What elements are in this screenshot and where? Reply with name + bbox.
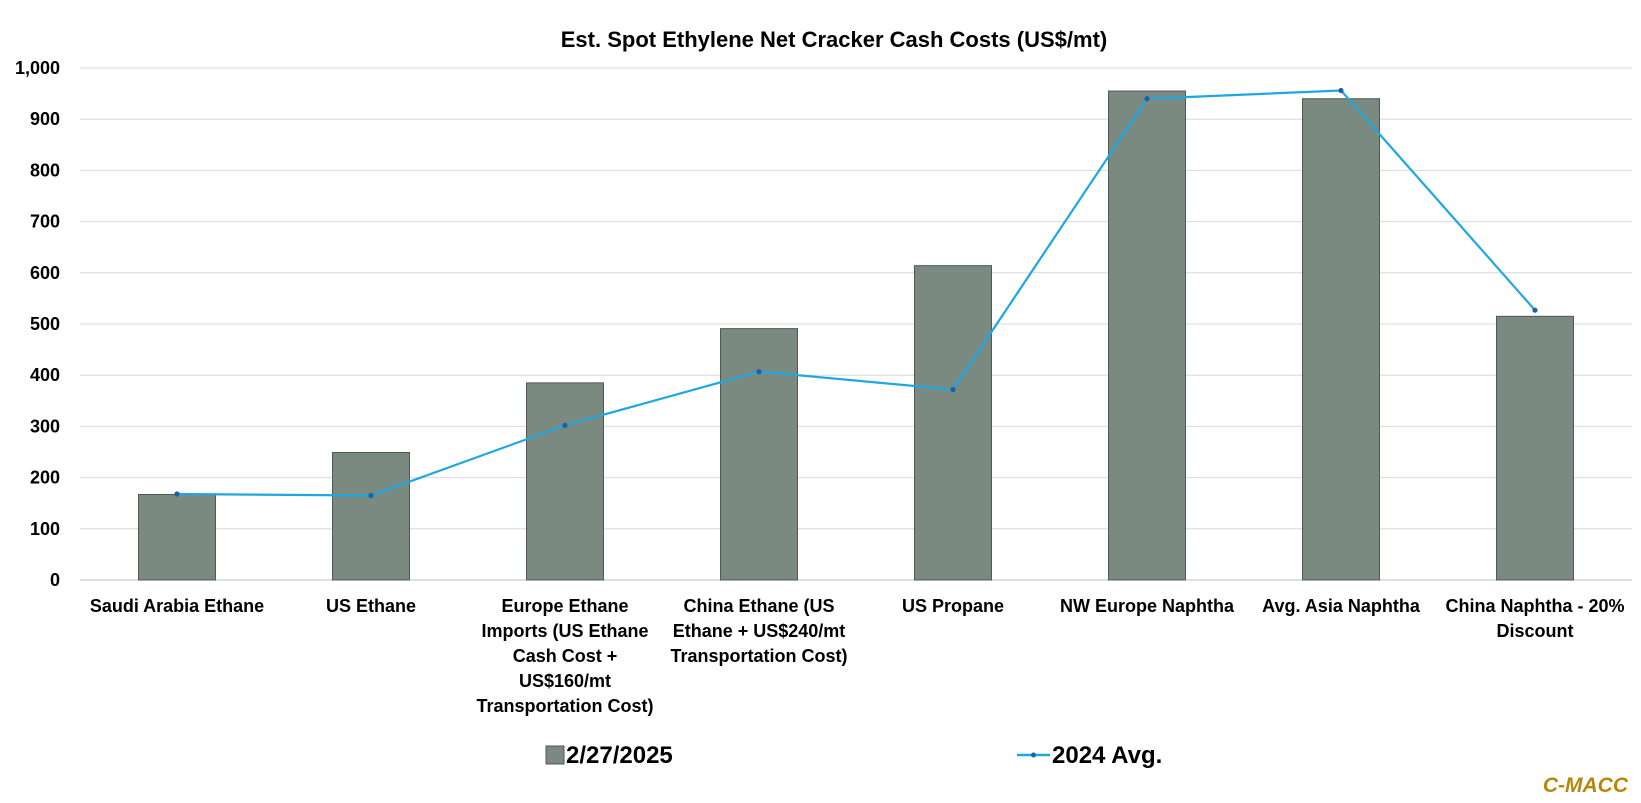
line-point	[1532, 307, 1538, 313]
line-point	[1144, 96, 1150, 102]
legend: 2/27/2025 2024 Avg.	[545, 742, 1162, 769]
line-point	[1338, 87, 1344, 94]
x-category-label: Saudi Arabia Ethane	[90, 596, 264, 616]
bar	[526, 382, 604, 581]
y-tick-label: 700	[30, 212, 60, 232]
line-series-path	[176, 89, 1536, 497]
x-category-label: US Ethane	[326, 596, 416, 616]
legend-line-label: 2024 Avg.	[1052, 742, 1162, 769]
x-category-label: Europe Ethane Imports (US Ethane Cash Cost…	[476, 596, 653, 716]
y-tick-label: 1,000	[15, 58, 60, 78]
y-tick-label: 600	[30, 263, 60, 283]
y-tick-label: 100	[30, 519, 60, 539]
line-point	[368, 492, 374, 499]
x-category-label: US Propane	[902, 596, 1004, 616]
line-point	[174, 491, 180, 497]
x-category-label: China Ethane (US Ethane + US$240/mt Transp…	[670, 596, 847, 666]
x-axis-category-labels: Saudi Arabia Ethane US Ethane Europe Ethan…	[90, 596, 1625, 716]
line-series	[174, 87, 1538, 499]
legend-bar-swatch	[545, 745, 565, 765]
y-tick-label: 200	[30, 468, 60, 488]
y-tick-label: 400	[30, 365, 60, 385]
y-tick-label: 0	[50, 570, 60, 590]
legend-line-marker	[1031, 752, 1036, 758]
bar	[332, 452, 410, 581]
x-category-label: NW Europe Naphtha	[1060, 596, 1235, 616]
bar	[720, 328, 798, 581]
x-category-label: China Naphtha - 20% Discount	[1445, 596, 1624, 641]
bar	[914, 265, 992, 581]
line-point	[950, 386, 956, 393]
y-tick-label: 900	[30, 109, 60, 129]
bar	[138, 493, 216, 581]
line-point	[756, 369, 762, 375]
y-tick-label: 300	[30, 416, 60, 436]
bar	[1302, 98, 1380, 581]
c-macc-watermark: C-MACC	[1543, 774, 1629, 797]
chart-title: Est. Spot Ethylene Net Cracker Cash Cost…	[561, 27, 1107, 52]
bar	[1496, 315, 1574, 581]
bar-series	[138, 90, 1574, 581]
y-tick-label: 500	[30, 314, 60, 334]
x-category-label: Avg. Asia Naphtha	[1262, 596, 1421, 616]
bar	[1108, 90, 1186, 581]
line-point	[562, 422, 568, 428]
gridlines	[80, 67, 1632, 581]
y-axis-tick-labels: 0 100 200 300 400 500 600 700 800 900 1,000	[15, 58, 60, 590]
y-tick-label: 800	[30, 160, 60, 180]
legend-bar-label: 2/27/2025	[566, 742, 673, 769]
